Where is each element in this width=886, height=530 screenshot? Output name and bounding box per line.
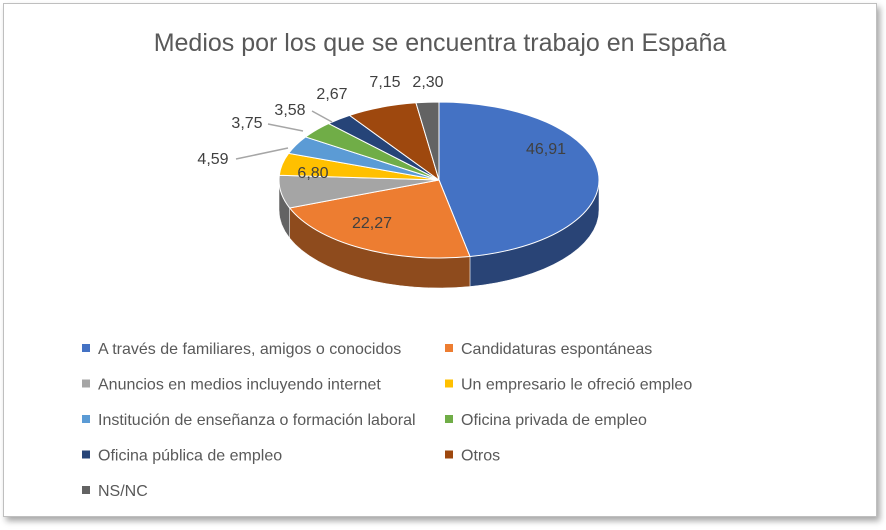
legend-label: Un empresario le ofreció empleo (461, 377, 692, 394)
legend-label: A través de familiares, amigos o conocid… (98, 341, 401, 358)
pie-slice[interactable] (438, 101, 600, 258)
data-label: 2,30 (412, 74, 443, 91)
legend-item: Candidaturas espontáneas (445, 341, 652, 358)
legend-marker (82, 415, 90, 423)
legend-marker (82, 450, 90, 459)
legend-item: Oficina pública de empleo (82, 448, 282, 465)
data-label: 22,27 (352, 215, 392, 232)
legend-label: Candidaturas espontáneas (461, 341, 652, 358)
data-label: 4,59 (197, 151, 228, 168)
legend-item: Un empresario le ofreció empleo (445, 377, 692, 394)
chart-title: Medios por los que se encuentra trabajo … (154, 29, 727, 57)
data-label: 6,80 (297, 165, 328, 182)
legend-item: Anuncios en medios incluyendo internet (82, 377, 381, 394)
legend-marker (445, 415, 453, 423)
data-label: 2,67 (316, 86, 347, 103)
legend-item: A través de familiares, amigos o conocid… (82, 341, 401, 358)
legend-label: Anuncios en medios incluyendo internet (98, 377, 381, 394)
pie-slice[interactable] (415, 101, 440, 181)
legend-label: Institución de enseñanza o formación lab… (98, 412, 416, 429)
legend-label: NS/NC (98, 483, 148, 500)
legend-marker (445, 379, 453, 388)
legend-item: Oficina privada de empleo (445, 412, 647, 429)
pie-slice[interactable] (288, 179, 471, 259)
legend-marker (82, 379, 90, 388)
legend-item: Otros (445, 448, 500, 465)
legend-label: Otros (461, 448, 500, 465)
legend-label: Oficina pública de empleo (98, 448, 282, 465)
data-label: 46,91 (526, 141, 566, 158)
leader-line (311, 110, 333, 123)
legend-item: NS/NC (82, 483, 148, 500)
legend-label: Oficina privada de empleo (461, 412, 647, 429)
data-label: 3,75 (231, 115, 262, 132)
legend-marker (82, 486, 90, 494)
legend-marker (445, 344, 453, 352)
data-label: 3,58 (274, 102, 305, 119)
legend-marker (445, 450, 453, 459)
legend-marker (82, 344, 90, 352)
leader-line (267, 123, 304, 132)
leader-line (235, 147, 289, 160)
legend-item: Institución de enseñanza o formación lab… (82, 412, 416, 429)
data-label: 7,15 (369, 74, 400, 91)
